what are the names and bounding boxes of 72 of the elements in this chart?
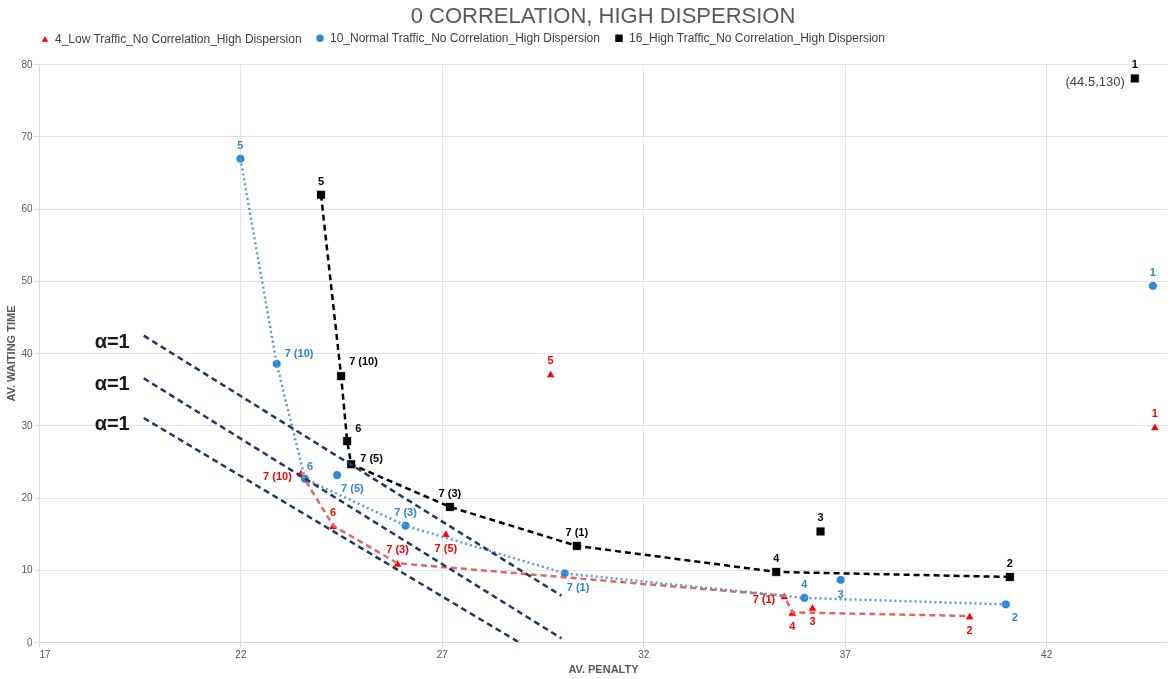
annotation: 5 bbox=[317, 174, 325, 187]
y-tick-label: 0 bbox=[26, 636, 33, 648]
point bbox=[316, 189, 326, 200]
annotation: 4 bbox=[789, 620, 797, 633]
annotation: 7 (3) bbox=[394, 505, 418, 518]
annotation: 7 (5) bbox=[360, 452, 384, 465]
chart-title: 0 CORRELATION, HIGH DISPERSION bbox=[410, 3, 796, 28]
legend-label: 10_Normal Traffic_No Correlation_High Dispersion bbox=[330, 31, 600, 46]
annotation: α=1 bbox=[94, 329, 130, 352]
x-tick-label: 17 bbox=[39, 648, 52, 660]
legend-label: 16_High Traffic_No Correlation_High Dispersion bbox=[629, 31, 885, 46]
annotation: 6 bbox=[306, 459, 314, 472]
annotation: 7 (5) bbox=[434, 541, 458, 554]
x-axis-title: AV. PENALTY bbox=[568, 662, 640, 675]
point bbox=[1148, 280, 1158, 291]
annotation: 7 (10) bbox=[263, 469, 293, 482]
point bbox=[1150, 422, 1160, 431]
annotation: 3 bbox=[837, 587, 844, 600]
annotation: 1 bbox=[1149, 265, 1156, 278]
annotation: 6 bbox=[355, 422, 362, 435]
annotation: 7 (3) bbox=[386, 543, 410, 556]
annotation: α=1 bbox=[94, 412, 130, 435]
x-tick-label: 37 bbox=[839, 648, 852, 660]
point bbox=[342, 436, 353, 447]
x-tick-label: 42 bbox=[1041, 648, 1053, 660]
point bbox=[332, 470, 342, 480]
annotation: α=1 bbox=[94, 372, 130, 395]
point bbox=[1005, 572, 1015, 582]
point bbox=[771, 567, 782, 577]
point bbox=[964, 611, 975, 621]
annotation: 4 bbox=[801, 577, 809, 590]
point bbox=[835, 575, 846, 585]
point bbox=[1000, 599, 1011, 610]
point bbox=[336, 371, 347, 381]
y-axis-title: AV. WAITING TIME bbox=[5, 305, 18, 402]
annotation: 7 (1) bbox=[566, 581, 590, 594]
y-tick-label: 10 bbox=[21, 564, 33, 576]
point bbox=[815, 526, 826, 537]
annotation: 2 bbox=[1011, 611, 1018, 624]
annotation: 2 bbox=[1006, 556, 1013, 569]
annotation: (44.5,130) bbox=[1065, 74, 1125, 90]
annotation: 7 (10) bbox=[284, 346, 314, 359]
y-tick-label: 50 bbox=[21, 275, 33, 287]
point bbox=[235, 153, 246, 164]
y-tick-label: 20 bbox=[21, 492, 33, 503]
annotation: 7 (1) bbox=[565, 525, 589, 538]
y-tick-label: 80 bbox=[21, 58, 33, 70]
annotation: 3 bbox=[809, 615, 816, 628]
annotation: 1 bbox=[1131, 58, 1138, 71]
y-tick-label: 40 bbox=[21, 347, 33, 359]
annotation: 7 (5) bbox=[341, 482, 365, 495]
y-tick-label: 70 bbox=[21, 130, 33, 142]
legend-label: 4_Low Traffic_No Correlation_High Dispersion bbox=[55, 31, 302, 46]
y-tick-label: 60 bbox=[21, 203, 33, 214]
annotation: 2 bbox=[966, 623, 973, 636]
annotation: 7 (1) bbox=[752, 592, 776, 605]
x-tick-label: 27 bbox=[436, 648, 449, 660]
point bbox=[545, 369, 556, 379]
annotation: 5 bbox=[547, 353, 554, 366]
x-tick-label: 32 bbox=[638, 648, 650, 660]
annotation: 7 (10) bbox=[349, 355, 379, 368]
annotation: 3 bbox=[817, 511, 824, 524]
point bbox=[807, 603, 818, 612]
annotation: 1 bbox=[1151, 406, 1158, 419]
point bbox=[571, 541, 582, 551]
y-tick-label: 30 bbox=[21, 419, 33, 431]
annotation: 4 bbox=[773, 551, 781, 564]
x-tick-label: 22 bbox=[235, 648, 247, 660]
annotation: 7 (3) bbox=[438, 486, 462, 499]
annotation: 6 bbox=[330, 505, 337, 518]
point bbox=[1129, 73, 1140, 84]
annotation: 5 bbox=[237, 138, 244, 151]
